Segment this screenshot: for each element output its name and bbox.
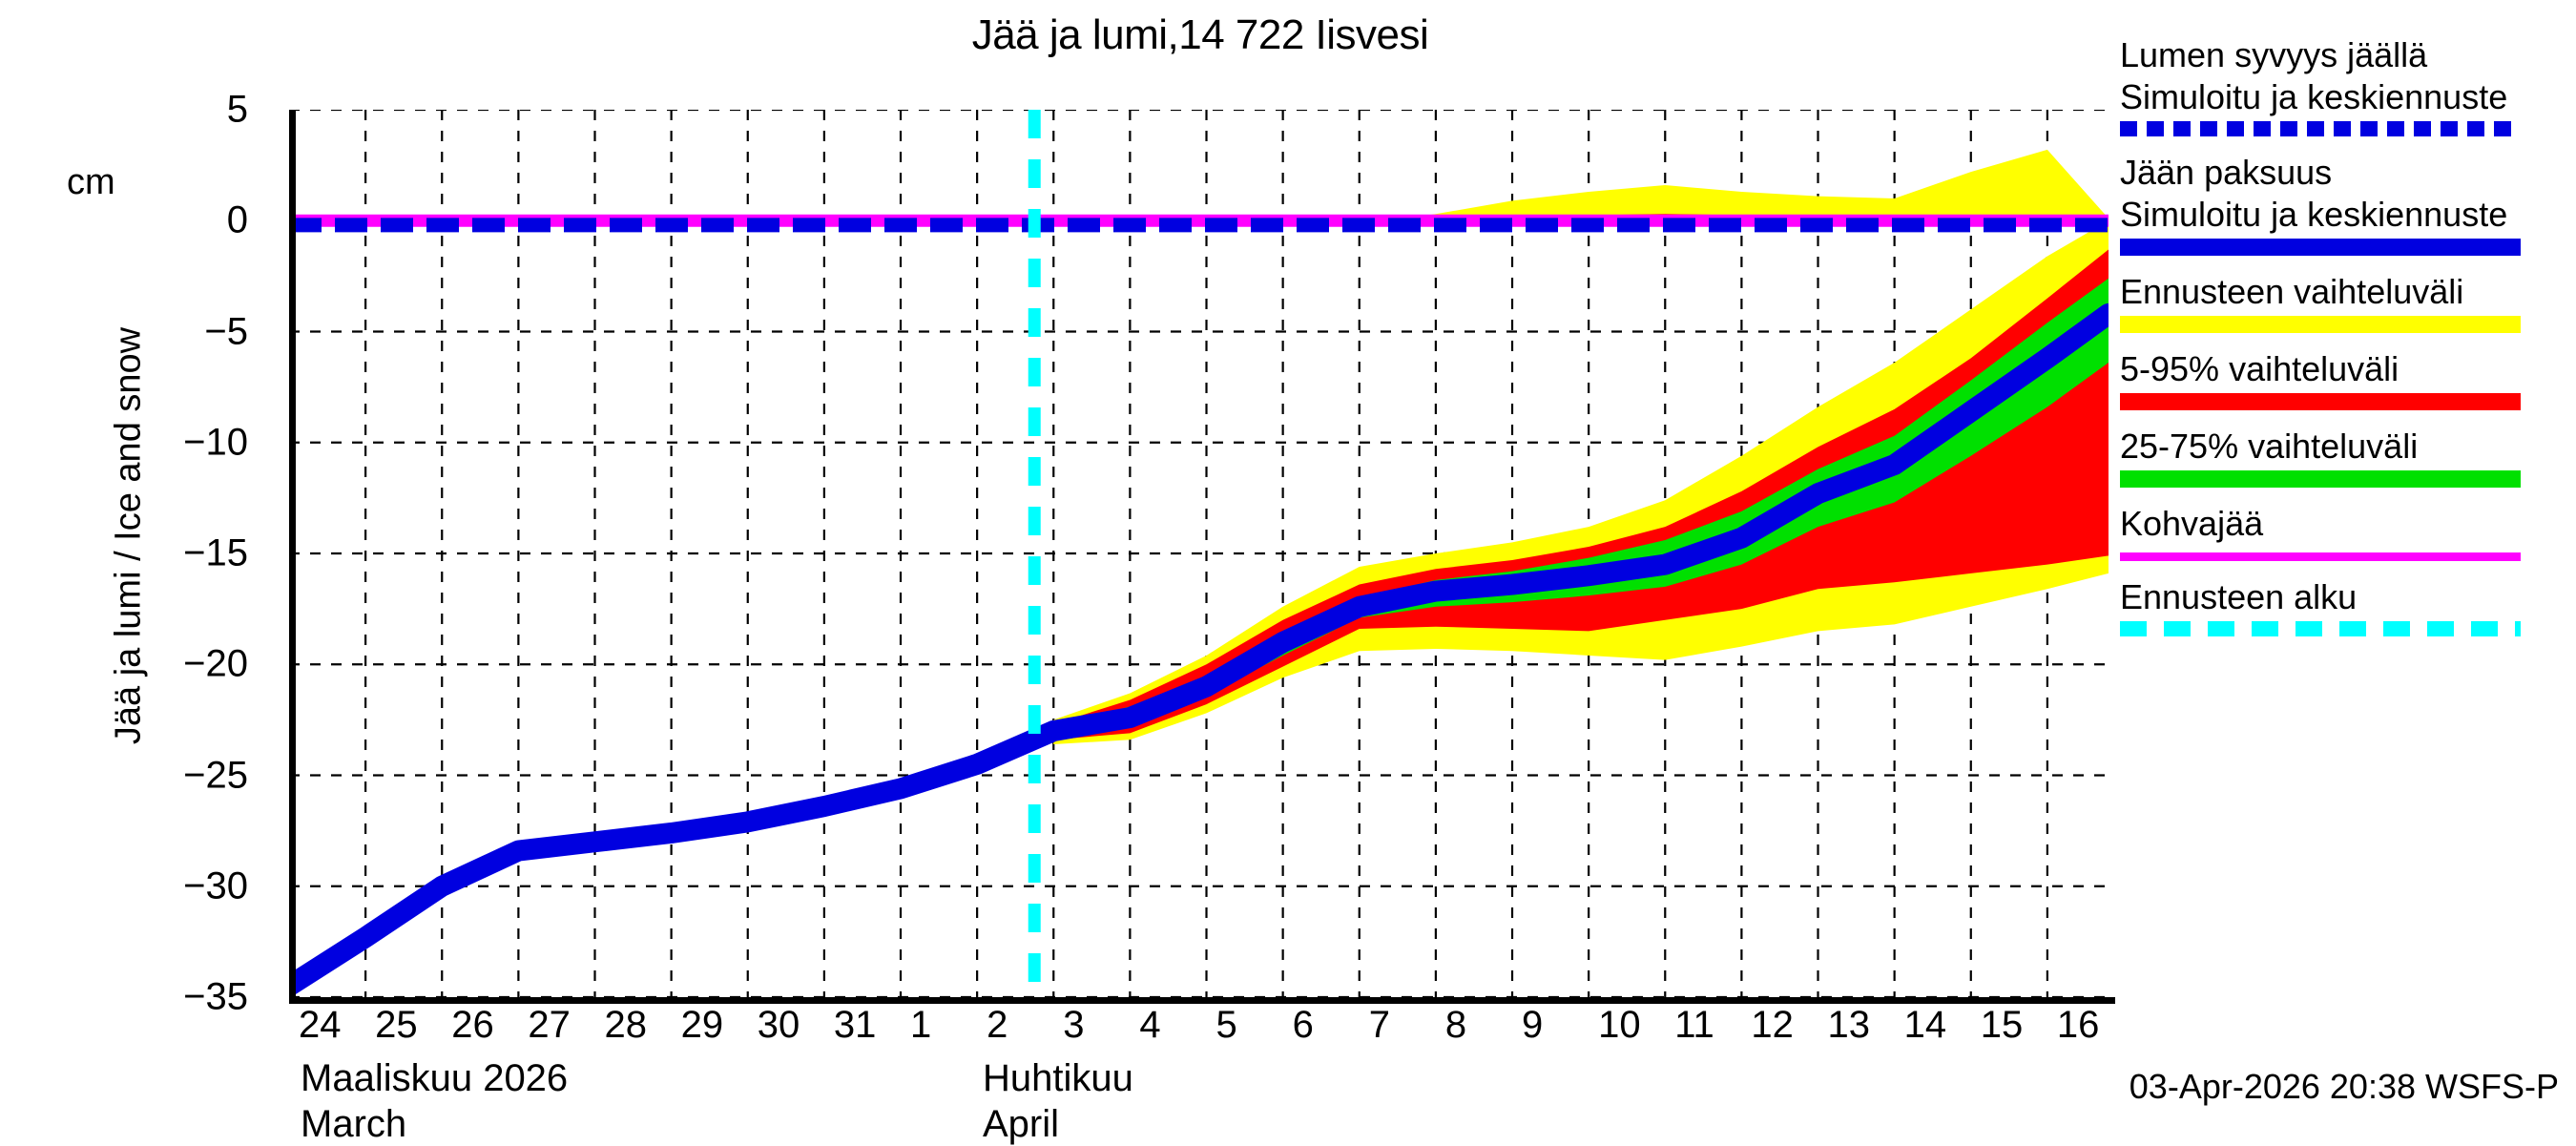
x-tick-10: 10 xyxy=(1598,1004,1641,1046)
x-tick-27: 27 xyxy=(528,1004,571,1046)
legend-item-title: Kohvajää xyxy=(2120,504,2264,543)
legend-item-title: Jään paksuus xyxy=(2120,153,2333,192)
y-tick--15: −15 xyxy=(183,531,248,574)
x-tick-26: 26 xyxy=(451,1004,494,1046)
x-month-label-en-march: March xyxy=(301,1103,407,1145)
footer-timestamp: 03-Apr-2026 20:38 WSFS-P xyxy=(2129,1067,2559,1106)
legend-item-title: 5-95% vaihteluväli xyxy=(2120,349,2399,388)
x-tick-25: 25 xyxy=(375,1004,418,1046)
chart-legend: Lumen syvyys jäällä Simuloitu ja keskienn… xyxy=(2120,34,2576,652)
x-tick-4: 4 xyxy=(1139,1004,1161,1046)
y-tick--30: −30 xyxy=(183,865,248,907)
series-ice-thickness xyxy=(289,302,2109,997)
legend-item-6[interactable]: Ennusteen alku xyxy=(2120,576,2576,636)
legend-swatch-solid-magenta xyxy=(2120,552,2521,561)
legend-item-subtitle: Simuloitu ja keskiennuste xyxy=(2120,195,2508,234)
y-tick-0: 0 xyxy=(226,198,248,241)
x-month-label-fi-march: Maaliskuu 2026 xyxy=(301,1057,569,1099)
chart-canvas xyxy=(289,110,2109,997)
x-tick-5: 5 xyxy=(1215,1004,1237,1046)
x-tick-1: 1 xyxy=(910,1004,932,1046)
x-tick-13: 13 xyxy=(1827,1004,1871,1046)
x-month-label-fi-april: Huhtikuu xyxy=(983,1057,1133,1099)
x-tick-16: 16 xyxy=(2056,1004,2100,1046)
x-tick-11: 11 xyxy=(1674,1004,1714,1046)
y-tick--25: −25 xyxy=(183,754,248,796)
x-tick-30: 30 xyxy=(757,1004,800,1046)
legend-item-1[interactable]: Jään paksuus Simuloitu ja keskiennuste xyxy=(2120,152,2576,256)
y-tick--35: −35 xyxy=(183,975,248,1018)
forecast-bands xyxy=(1053,149,2109,744)
plot-area xyxy=(289,110,2109,997)
x-tick-28: 28 xyxy=(604,1004,648,1046)
y-tick--5: −5 xyxy=(204,310,248,352)
legend-swatch-solid-blue xyxy=(2120,239,2521,256)
x-tick-29: 29 xyxy=(680,1004,724,1046)
legend-item-0[interactable]: Lumen syvyys jäällä Simuloitu ja keskienn… xyxy=(2120,34,2576,136)
x-tick-7: 7 xyxy=(1368,1004,1390,1046)
legend-item-title: Ennusteen alku xyxy=(2120,577,2358,616)
y-axis-unit: cm xyxy=(67,162,115,202)
legend-swatch-solid-red xyxy=(2120,393,2521,410)
chart-title: Jää ja lumi,14 722 Iisvesi xyxy=(971,11,1429,58)
x-month-label-en-april: April xyxy=(983,1103,1060,1145)
x-tick-15: 15 xyxy=(1980,1004,2024,1046)
legend-swatch-solid-yellow xyxy=(2120,316,2521,333)
legend-item-2[interactable]: Ennusteen vaihteluväli xyxy=(2120,271,2576,333)
x-tick-12: 12 xyxy=(1751,1004,1794,1046)
x-tick-31: 31 xyxy=(833,1004,877,1046)
legend-item-3[interactable]: 5-95% vaihteluväli xyxy=(2120,348,2576,410)
y-tick-5: 5 xyxy=(226,88,248,131)
x-tick-3: 3 xyxy=(1063,1004,1085,1046)
band-1 xyxy=(1053,249,2109,740)
x-tick-14: 14 xyxy=(1903,1004,1947,1046)
legend-item-title: 25-75% vaihteluväli xyxy=(2120,427,2419,466)
band-3 xyxy=(1053,149,2109,225)
x-tick-9: 9 xyxy=(1522,1004,1544,1046)
y-axis-labels: Jää ja lumi / Ice and snow cm xyxy=(38,0,277,1145)
legend-item-title: Ennusteen vaihteluväli xyxy=(2120,272,2464,311)
x-tick-2: 2 xyxy=(987,1004,1008,1046)
legend-swatch-dash-blue xyxy=(2120,121,2521,136)
legend-item-4[interactable]: 25-75% vaihteluväli xyxy=(2120,426,2576,488)
y-tick--20: −20 xyxy=(183,642,248,685)
x-tick-6: 6 xyxy=(1292,1004,1314,1046)
legend-swatch-solid-green xyxy=(2120,470,2521,488)
x-tick-24: 24 xyxy=(299,1004,342,1046)
y-tick--10: −10 xyxy=(183,421,248,464)
legend-item-subtitle: Simuloitu ja keskiennuste xyxy=(2120,77,2508,116)
legend-swatch-dash-cyan xyxy=(2120,621,2521,636)
legend-item-5[interactable]: Kohvajää xyxy=(2120,503,2576,561)
legend-item-title: Lumen syvyys jäällä xyxy=(2120,35,2428,74)
x-tick-8: 8 xyxy=(1444,1004,1467,1046)
